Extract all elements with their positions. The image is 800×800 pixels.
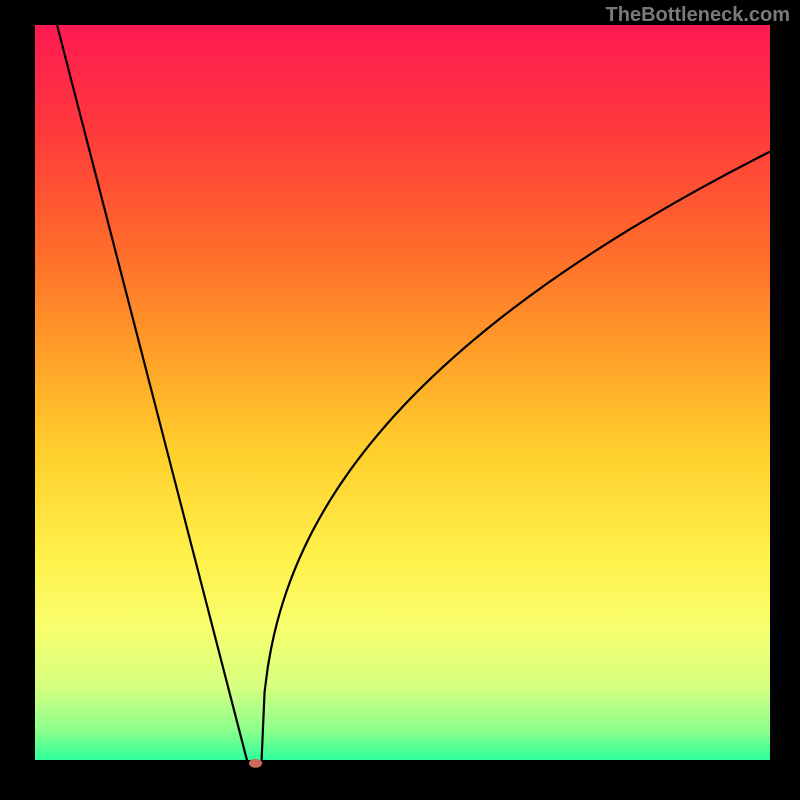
bottleneck-curve <box>57 25 770 765</box>
min-marker <box>249 759 262 768</box>
watermark-text: TheBottleneck.com <box>606 4 790 27</box>
plot-area <box>35 25 770 770</box>
curve-layer <box>35 25 770 770</box>
